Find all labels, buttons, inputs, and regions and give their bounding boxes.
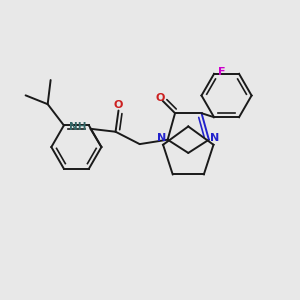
Text: N: N — [157, 133, 166, 143]
Text: O: O — [114, 100, 123, 110]
Text: F: F — [218, 68, 226, 77]
Text: N: N — [210, 133, 220, 143]
Text: O: O — [155, 93, 164, 103]
Text: NH: NH — [70, 122, 87, 132]
